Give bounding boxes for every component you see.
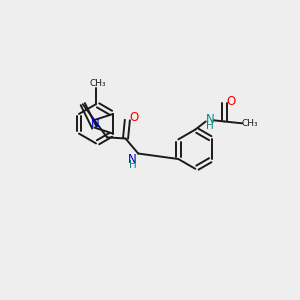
Text: H: H xyxy=(129,160,136,170)
Text: H: H xyxy=(206,121,214,131)
Text: CH₃: CH₃ xyxy=(242,119,259,128)
Text: O: O xyxy=(226,95,235,108)
Text: CH₃: CH₃ xyxy=(90,79,106,88)
Text: N: N xyxy=(206,113,214,126)
Text: N: N xyxy=(128,153,137,166)
Text: O: O xyxy=(129,111,139,124)
Text: N: N xyxy=(91,117,100,130)
